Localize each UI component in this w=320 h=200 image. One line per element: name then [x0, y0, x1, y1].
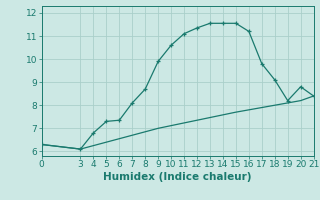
X-axis label: Humidex (Indice chaleur): Humidex (Indice chaleur)	[103, 172, 252, 182]
